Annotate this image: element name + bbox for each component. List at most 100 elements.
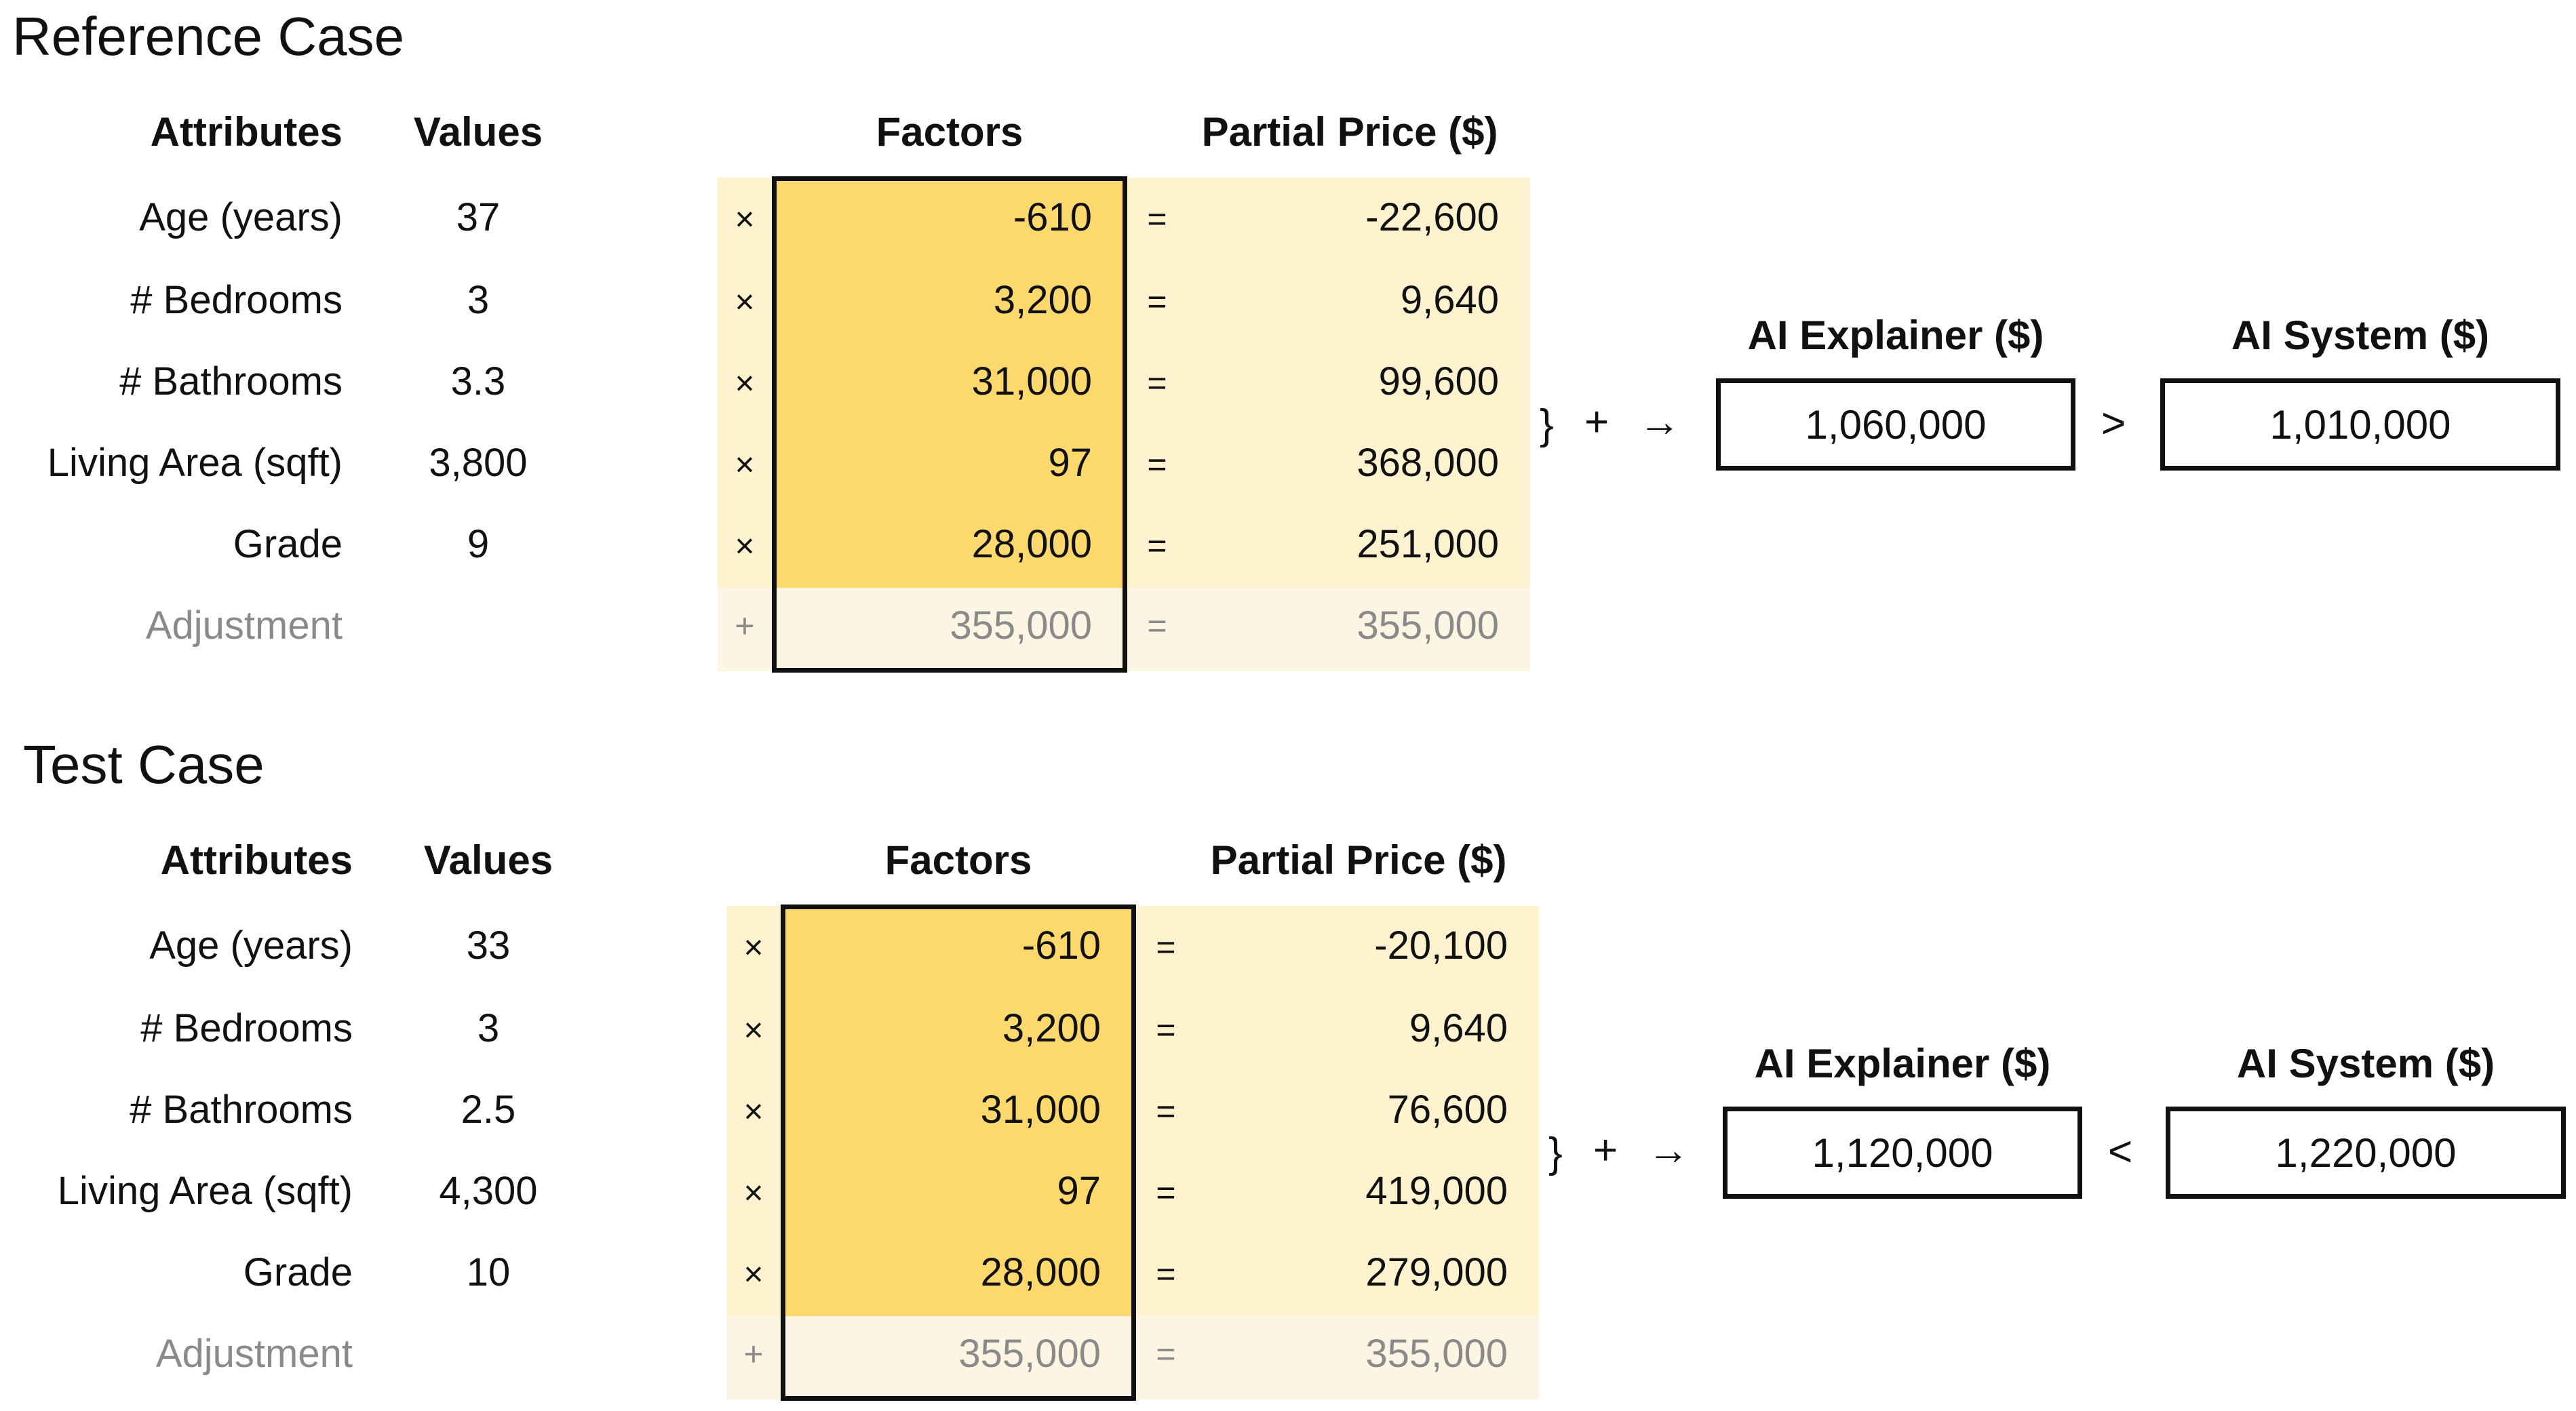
header-ai-system: AI System ($) — [2236, 1041, 2495, 1086]
factor-value: -610 — [1021, 923, 1101, 968]
times-operator: × — [743, 1092, 764, 1130]
adjustment-partial: 355,000 — [1357, 603, 1499, 648]
header-partial-price: Partial Price ($) — [1201, 109, 1498, 155]
factor-value: 3,200 — [993, 278, 1092, 322]
attribute-value: 3 — [467, 278, 490, 322]
header-attributes: Attributes — [150, 109, 343, 155]
attribute-label: # Bathrooms — [119, 359, 343, 403]
attribute-label: # Bathrooms — [130, 1088, 353, 1132]
equals-operator: = — [1147, 445, 1167, 483]
partial-price-value: 9,640 — [1400, 278, 1499, 322]
partial-price-value: 76,600 — [1387, 1088, 1508, 1132]
partial-price-value: 99,600 — [1378, 359, 1499, 403]
partial-price-value: -20,100 — [1374, 923, 1508, 968]
attribute-label: Grade — [243, 1250, 353, 1294]
header-ai-explainer: AI Explainer ($) — [1747, 313, 2044, 358]
sum-plus: + — [1593, 1127, 1618, 1174]
factors-fill — [773, 178, 1126, 588]
sum-plus: + — [1584, 399, 1609, 445]
attribute-label: # Bedrooms — [140, 1006, 353, 1050]
factor-value: 97 — [1057, 1169, 1101, 1213]
attribute-label: Grade — [233, 522, 343, 566]
ai-explainer-box: 1,060,000 — [1716, 378, 2075, 471]
times-operator: × — [735, 200, 755, 238]
adjustment-factor: 355,000 — [958, 1332, 1101, 1376]
header-factors: Factors — [876, 109, 1023, 155]
times-operator: × — [743, 1011, 764, 1049]
factors-fill — [782, 906, 1135, 1316]
times-operator: × — [743, 1174, 764, 1212]
attribute-label: # Bedrooms — [130, 278, 343, 322]
attribute-value: 9 — [467, 522, 490, 566]
factor-value: 31,000 — [980, 1088, 1101, 1132]
partial-price-value: -22,600 — [1365, 195, 1499, 239]
sum-brace: } — [1548, 1130, 1563, 1176]
ai-explainer-box: 1,120,000 — [1723, 1107, 2082, 1199]
header-values: Values — [423, 837, 553, 883]
partial-price-value: 368,000 — [1357, 441, 1499, 485]
attribute-value: 37 — [456, 195, 501, 239]
factor-value: 28,000 — [980, 1250, 1101, 1294]
comparison-operator: > — [2101, 400, 2126, 447]
adjustment-label: Adjustment — [155, 1332, 353, 1376]
ai-system-box: 1,220,000 — [2166, 1107, 2566, 1199]
times-operator: × — [743, 928, 764, 966]
attribute-value: 4,300 — [439, 1169, 538, 1213]
attribute-value: 33 — [466, 923, 511, 968]
case-title: Test Case — [23, 734, 265, 795]
attribute-label: Age (years) — [139, 195, 343, 239]
partial-price-value: 251,000 — [1357, 522, 1499, 566]
equals-operator: = — [1147, 527, 1167, 565]
factor-value: 28,000 — [971, 522, 1092, 566]
times-operator: × — [735, 527, 755, 565]
times-operator: × — [735, 364, 755, 402]
attribute-label: Age (years) — [149, 923, 353, 968]
header-factors: Factors — [884, 837, 1032, 883]
equals-operator: = — [1156, 1092, 1176, 1130]
adjustment-factor: 355,000 — [950, 603, 1092, 648]
equals-operator: = — [1156, 1255, 1176, 1293]
header-values: Values — [413, 109, 543, 155]
equals-operator: = — [1147, 364, 1167, 402]
plus-operator: + — [743, 1335, 764, 1373]
equals-operator: = — [1156, 1174, 1176, 1212]
sum-brace: } — [1540, 401, 1554, 448]
equals-operator: = — [1156, 1335, 1176, 1373]
header-attributes: Attributes — [160, 837, 353, 883]
header-partial-price: Partial Price ($) — [1210, 837, 1507, 883]
attribute-value: 3.3 — [450, 359, 506, 403]
times-operator: × — [743, 1255, 764, 1293]
attribute-value: 3,800 — [429, 441, 528, 485]
case-title: Reference Case — [12, 6, 405, 66]
attribute-value: 3 — [477, 1006, 500, 1050]
ai-system-box: 1,010,000 — [2160, 378, 2560, 471]
attribute-label: Living Area (sqft) — [57, 1169, 353, 1213]
partial-price-value: 279,000 — [1365, 1250, 1508, 1294]
adjustment-partial: 355,000 — [1365, 1332, 1508, 1376]
equals-operator: = — [1147, 200, 1167, 238]
factor-value: 97 — [1048, 441, 1092, 485]
factor-value: 31,000 — [971, 359, 1092, 403]
reference-case: Reference Case Attributes Values Factors… — [0, 0, 2576, 678]
equals-operator: = — [1156, 1011, 1176, 1049]
equals-operator: = — [1147, 607, 1167, 645]
times-operator: × — [735, 445, 755, 483]
arrow-icon: → — [1639, 399, 1681, 445]
comparison-operator: < — [2108, 1128, 2133, 1175]
partial-price-value: 419,000 — [1365, 1169, 1508, 1213]
attribute-label: Living Area (sqft) — [47, 441, 343, 485]
test-case: Test Case Attributes Values Factors Part… — [0, 728, 2576, 1406]
attribute-value: 10 — [466, 1250, 511, 1294]
attribute-value: 2.5 — [461, 1088, 516, 1132]
factors-box — [781, 905, 1136, 1401]
header-ai-explainer: AI Explainer ($) — [1754, 1041, 2051, 1086]
factor-value: -610 — [1013, 195, 1092, 239]
plus-operator: + — [735, 607, 755, 645]
adjustment-label: Adjustment — [145, 603, 343, 648]
factor-value: 3,200 — [1002, 1006, 1101, 1050]
factors-box — [772, 176, 1127, 673]
partial-price-value: 9,640 — [1409, 1006, 1508, 1050]
header-ai-system: AI System ($) — [2231, 313, 2490, 358]
equals-operator: = — [1156, 928, 1176, 966]
